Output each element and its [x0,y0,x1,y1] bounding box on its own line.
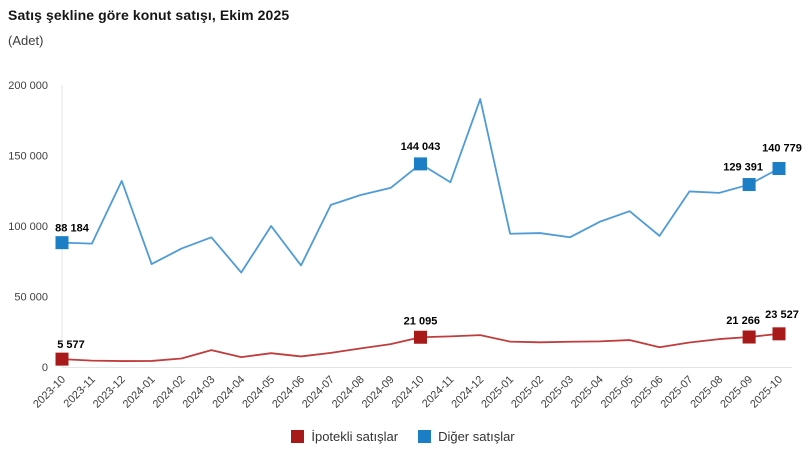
data-point-marker-0[interactable] [772,327,786,341]
data-point-marker-0[interactable] [55,352,69,366]
chart-unit-subtitle: (Adet) [8,33,44,48]
y-tick-label: 200 000 [8,80,48,92]
data-point-marker-1[interactable] [742,178,756,192]
data-point-label-0: 21 095 [404,315,438,327]
data-point-marker-0[interactable] [414,330,427,344]
x-tick-label: 2023-10 [31,374,68,411]
y-tick-label: 0 [42,362,48,374]
legend-item-ipotekli[interactable]: İpotekli satışlar [291,429,398,444]
y-tick-label: 150 000 [8,151,48,163]
data-point-label-1: 140 779 [762,143,802,155]
data-point-label-0: 23 527 [765,309,799,321]
data-point-marker-1[interactable] [772,162,786,176]
legend-swatch-diger-icon [418,430,432,443]
data-point-label-1: 129 391 [723,162,763,174]
chart-title: Satış şekline göre konut satışı, Ekim 20… [8,7,290,23]
data-point-marker-0[interactable] [742,330,756,344]
series-line-1 [61,98,780,274]
data-point-label-0: 5 577 [57,339,85,351]
x-tick-label: 2025-10 [748,374,785,411]
chart-legend: İpotekli satışlar Diğer satışlar [0,429,806,444]
data-point-label-1: 144 043 [401,141,441,153]
data-point-marker-1[interactable] [55,236,69,250]
data-point-label-0: 21 266 [726,315,760,327]
legend-label-ipotekli: İpotekli satışlar [311,429,399,444]
legend-item-diger[interactable]: Diğer satışlar [418,429,515,444]
data-point-label-1: 88 184 [55,223,90,235]
y-tick-label: 100 000 [8,221,48,233]
legend-label-diger: Diğer satışlar [438,429,515,444]
x-tick-label: 2024-10 [390,374,427,411]
data-point-marker-1[interactable] [414,157,427,171]
legend-swatch-ipotekli-icon [291,430,305,443]
y-tick-label: 50 000 [14,292,48,304]
